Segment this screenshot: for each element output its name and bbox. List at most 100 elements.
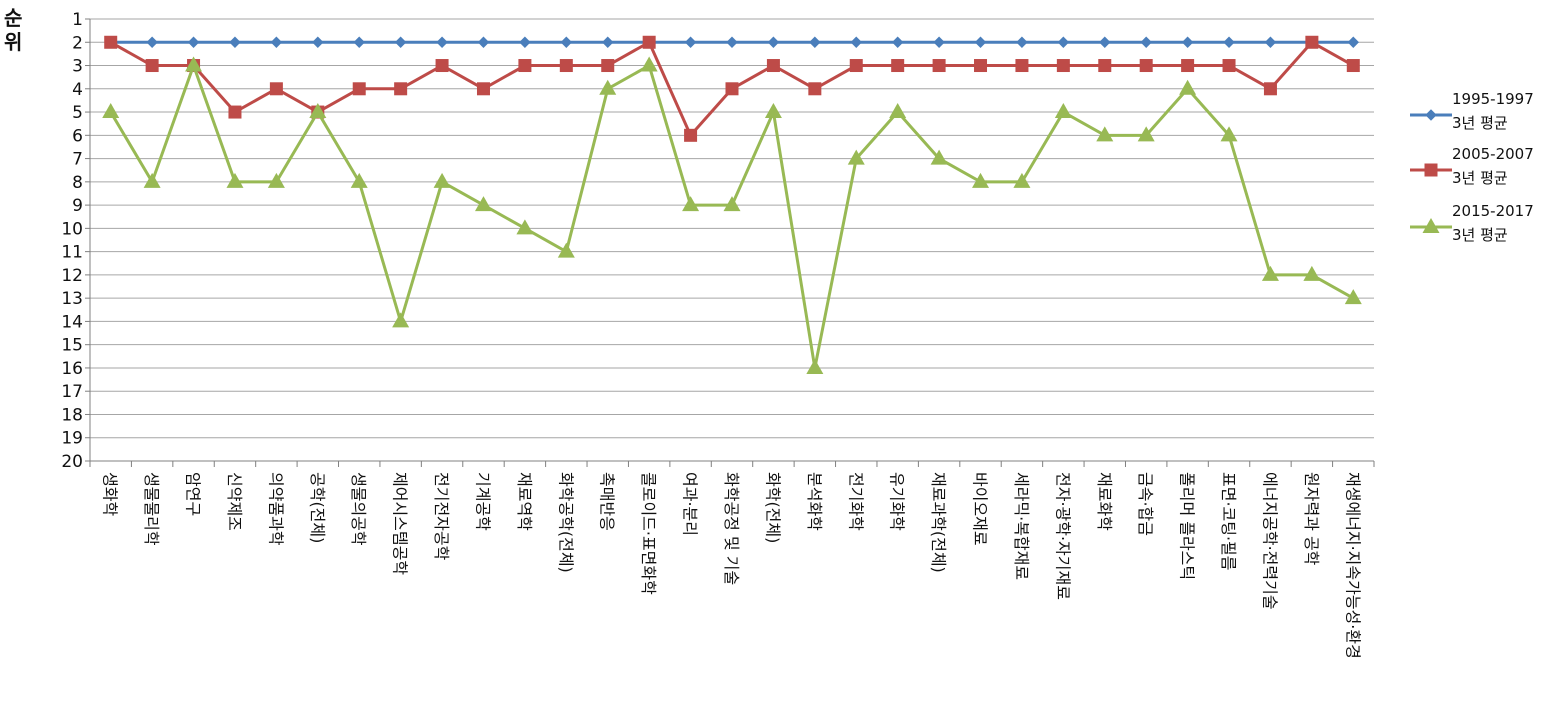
legend-label: 3년 평균 (1452, 226, 1508, 244)
series-line-3 (109, 64, 1355, 370)
y-tick-label: 15 (61, 336, 83, 356)
data-point (1263, 82, 1277, 96)
legend-label: 3년 평균 (1452, 169, 1508, 187)
data-point (435, 59, 449, 73)
data-point (1137, 126, 1155, 142)
data-point (1220, 126, 1238, 142)
data-point (809, 36, 821, 48)
data-point (766, 59, 780, 73)
x-tick-label: 원자력과 공학 (1302, 472, 1321, 566)
data-point (516, 219, 534, 235)
data-point (1347, 36, 1359, 48)
data-point (932, 59, 946, 73)
data-point (104, 35, 118, 49)
data-point (850, 36, 862, 48)
y-tick-label: 16 (61, 359, 83, 379)
data-point (269, 82, 283, 96)
data-point (1013, 172, 1031, 188)
data-point (601, 59, 615, 73)
x-tick-label: 에너지공학·전력기술 (1260, 472, 1279, 610)
x-tick-label: 전기전자공학 (432, 472, 451, 561)
data-point (309, 103, 327, 119)
data-point (350, 172, 368, 188)
y-tick-label: 13 (61, 289, 83, 309)
x-tick-label: 콜로이드·표면화학 (639, 472, 658, 595)
data-point (767, 36, 780, 48)
y-tick-label: 17 (61, 382, 83, 402)
data-point (891, 36, 904, 48)
y-tick-label: 10 (61, 219, 83, 239)
data-point (392, 312, 410, 328)
data-point (352, 82, 366, 96)
data-point (1303, 265, 1321, 281)
series-group (102, 35, 1362, 374)
x-tick-labels: 생화학 생물물리학 암연구 신약제조 의약품과학 공학(전체) 생물의공학 제어시스템공학 전기… (101, 472, 1363, 659)
data-point (102, 103, 120, 119)
data-point (1096, 126, 1114, 142)
data-point (642, 35, 656, 49)
y-tick-label: 12 (61, 266, 83, 286)
y-tick-label: 18 (61, 405, 83, 425)
x-tick-label: 유기화학 (888, 472, 907, 531)
y-tick-label: 2 (72, 33, 83, 53)
data-point (312, 36, 324, 48)
x-tick-label: 전자·광학·자기재료 (1053, 472, 1072, 600)
x-tick-label: 재료역학 (515, 472, 534, 531)
data-point (889, 103, 907, 119)
x-tick-label: 생물의공학 (349, 472, 368, 546)
data-point (557, 242, 575, 258)
x-tick-label: 암연구 (184, 472, 203, 516)
y-tick-label: 5 (72, 103, 83, 123)
data-point (474, 196, 492, 212)
x-tick-label: 금속·합금 (1136, 472, 1155, 536)
data-point (972, 172, 990, 188)
axes (89, 19, 1375, 467)
data-point (847, 149, 865, 165)
legend-marker (1422, 218, 1440, 233)
data-point (602, 36, 614, 48)
data-point (187, 36, 200, 48)
y-tick-label: 7 (72, 150, 83, 170)
legend-marker (1424, 163, 1438, 177)
y-tick-label: 6 (72, 126, 83, 146)
data-point (1222, 59, 1236, 73)
x-tick-label: 화학공학(전체) (556, 472, 575, 573)
data-point (1346, 59, 1360, 73)
data-point (930, 149, 948, 165)
data-point (1099, 36, 1111, 48)
data-point (146, 36, 158, 48)
data-point (1098, 59, 1112, 73)
y-tick-label: 14 (61, 312, 83, 332)
x-tick-label: 재료화학 (1095, 472, 1114, 531)
data-point (726, 36, 738, 48)
x-tick-label: 제어시스템공학 (391, 472, 410, 575)
y-tick-label: 4 (72, 80, 83, 100)
data-point (433, 172, 451, 188)
data-point (974, 36, 987, 48)
data-point (1344, 289, 1362, 305)
data-point (682, 196, 700, 212)
x-tick-label: 생물물리학 (142, 472, 161, 546)
data-point (559, 59, 573, 73)
data-point (1261, 265, 1279, 281)
data-point (476, 82, 490, 96)
x-tick-label: 기계공학 (473, 472, 492, 531)
data-point (394, 82, 408, 96)
legend-marker (1425, 109, 1437, 121)
y-tick-label: 8 (72, 173, 83, 193)
data-point (849, 59, 863, 73)
y-tick-label: 1 (72, 10, 83, 30)
x-tick-label: 세라믹·복합재료 (1012, 472, 1031, 580)
data-point (1179, 79, 1197, 95)
data-point (891, 59, 905, 73)
data-point (436, 36, 448, 48)
data-point (684, 36, 697, 48)
data-point (684, 128, 698, 142)
legend-label: 2015-2017 (1452, 202, 1534, 220)
x-tick-label: 표면·코팅·필름 (1219, 472, 1238, 571)
data-point (1181, 36, 1194, 48)
x-tick-label: 신약제조 (225, 472, 244, 531)
x-tick-label: 재료과학(전체) (929, 472, 948, 573)
x-tick-label: 분석화학 (805, 472, 824, 531)
